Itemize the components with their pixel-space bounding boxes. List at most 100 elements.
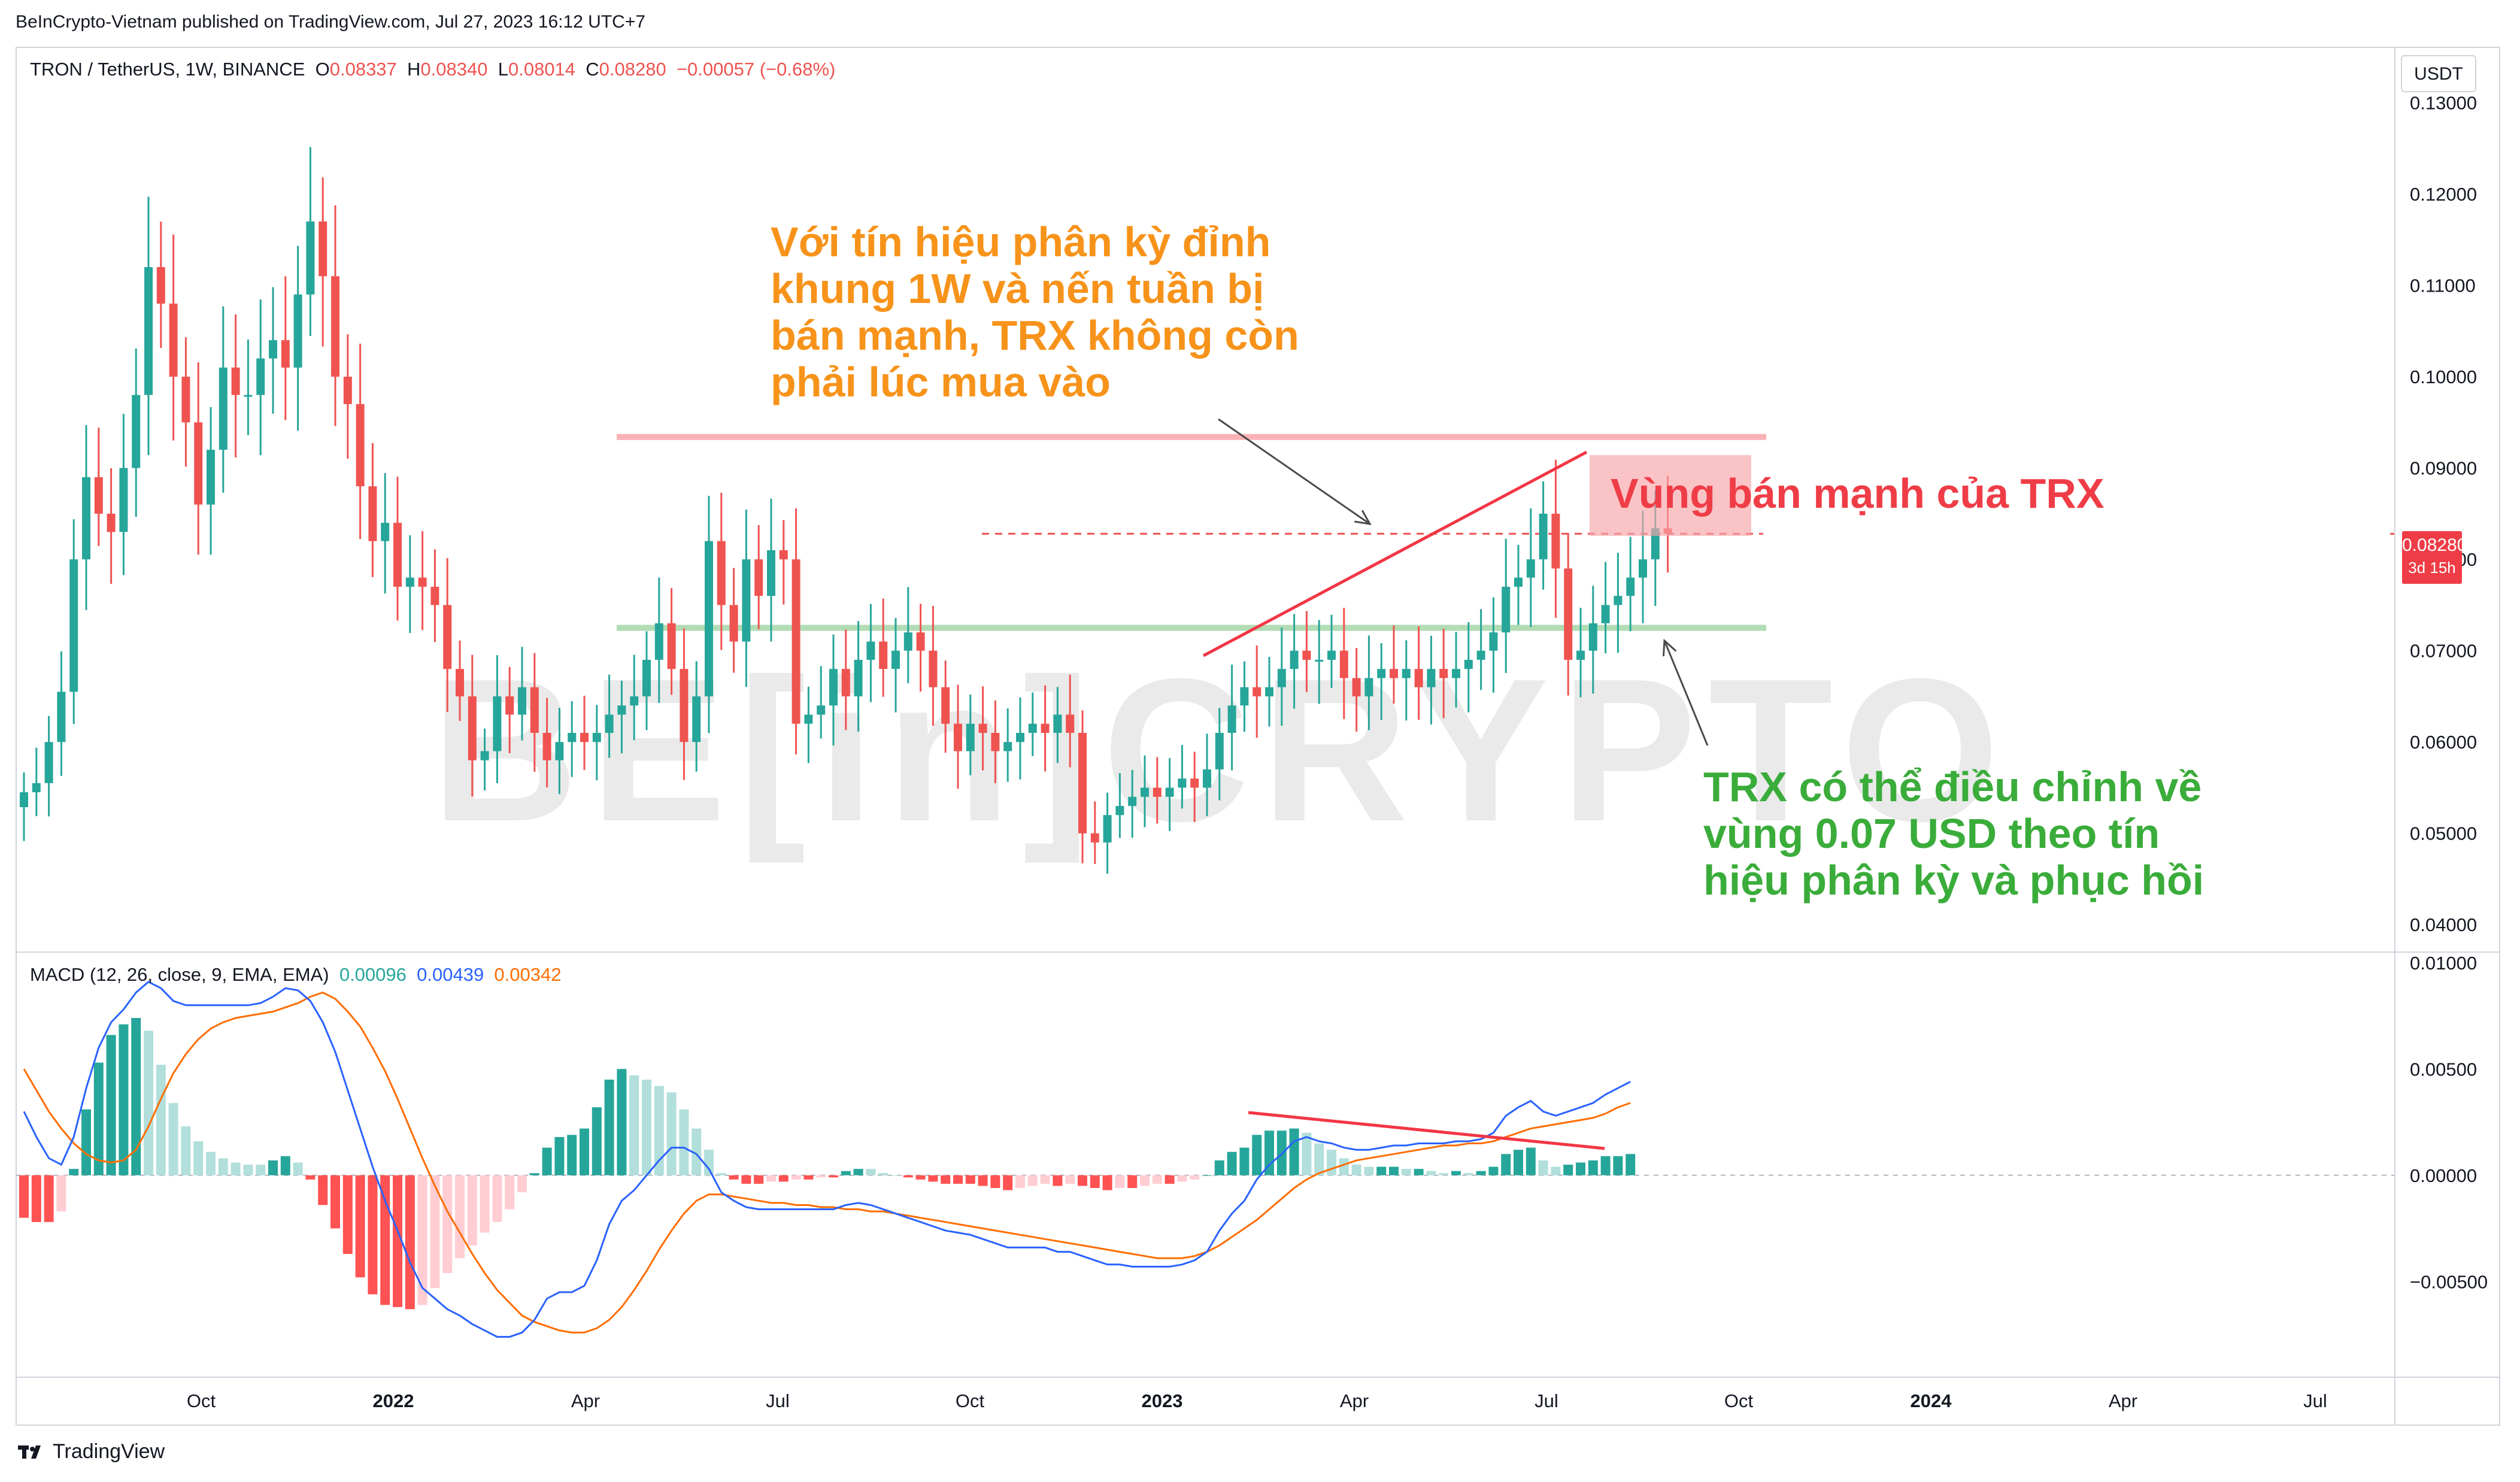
- macd-histogram-bar: [1401, 1169, 1411, 1175]
- macd-histogram-bar: [1488, 1166, 1499, 1175]
- macd-histogram-bar: [467, 1175, 477, 1245]
- currency-button[interactable]: USDT: [2401, 55, 2476, 92]
- candle-body: [1390, 669, 1398, 678]
- candle-body: [1203, 769, 1211, 788]
- candle-body: [306, 221, 315, 295]
- candle-body: [1290, 650, 1299, 669]
- candle-body: [1402, 669, 1411, 678]
- candle-body: [1277, 669, 1286, 687]
- macd-histogram-bar: [1339, 1158, 1349, 1175]
- macd-histogram-bar: [293, 1162, 303, 1175]
- macd-histogram-bar: [1227, 1151, 1237, 1175]
- macd-histogram-bar: [417, 1175, 427, 1305]
- candle-body: [256, 358, 265, 395]
- candle-body: [518, 687, 526, 715]
- macd-histogram-bar: [1252, 1135, 1262, 1175]
- macd-histogram-bar: [193, 1141, 204, 1175]
- candle-body: [156, 267, 165, 304]
- candle-body: [493, 696, 502, 751]
- arrow-to-divergence: [1218, 418, 1370, 525]
- macd-histogram-bar: [803, 1175, 814, 1180]
- symbol-label[interactable]: TRON / TetherUS, 1W, BINANCE: [30, 59, 305, 80]
- close-label: C: [586, 59, 599, 80]
- price-tick-label: 0.06000: [2410, 732, 2477, 753]
- macd-histogram-bar: [1327, 1150, 1336, 1175]
- high-value: 0.08340: [420, 59, 488, 80]
- candle-body: [879, 641, 888, 669]
- candle-body: [592, 732, 601, 742]
- macd-histogram-bar: [990, 1175, 1000, 1189]
- macd-histogram-bar: [380, 1175, 390, 1305]
- candle-body: [642, 659, 651, 696]
- candle-body: [269, 340, 277, 359]
- candle-body: [1016, 732, 1024, 742]
- price-tick-label: 0.13000: [2410, 93, 2477, 114]
- open-value: 0.08337: [329, 59, 397, 80]
- candle-body: [1639, 559, 1647, 578]
- candle-body: [1452, 669, 1460, 678]
- macd-histogram-bar: [953, 1175, 963, 1184]
- macd-histogram-bar: [1302, 1132, 1312, 1175]
- candle-body: [792, 559, 800, 724]
- candle-body: [94, 477, 103, 514]
- candle-body: [568, 732, 577, 742]
- macd-signal-line: [23, 991, 1631, 1334]
- candle-body: [767, 550, 775, 596]
- macd-tick-label: 0.01000: [2410, 953, 2477, 974]
- macd-histogram-bar: [866, 1169, 876, 1175]
- candle-body: [1439, 669, 1448, 678]
- candle-body: [804, 714, 813, 724]
- candle-body: [443, 605, 452, 669]
- candle-body: [393, 523, 402, 587]
- macd-histogram-bar: [928, 1175, 938, 1182]
- candle-body: [717, 541, 726, 605]
- candle-body: [169, 304, 178, 377]
- candle-body: [1190, 778, 1199, 788]
- macd-histogram-bar: [1376, 1166, 1387, 1175]
- candle-body: [468, 696, 477, 760]
- macd-histogram-bar: [280, 1156, 290, 1175]
- macd-histogram-bar: [31, 1175, 41, 1222]
- chart-frame: [16, 47, 2500, 1426]
- macd-histogram-bar: [268, 1160, 278, 1175]
- last-price-badge: 0.08280 3d 15h: [2402, 531, 2467, 584]
- macd-histogram-bar: [455, 1175, 465, 1259]
- macd-histogram-bar: [168, 1103, 178, 1175]
- price-tick-label: 0.11000: [2410, 275, 2476, 296]
- tradingview-brand[interactable]: TradingView: [18, 1440, 165, 1463]
- macd-histogram-bar: [666, 1092, 677, 1175]
- macd-histogram-bar: [1426, 1171, 1436, 1175]
- candle-body: [841, 669, 850, 696]
- annotation-sell-zone: Vùng bán mạnh của TRX: [1611, 470, 2104, 517]
- macd-label[interactable]: MACD (12, 26, close, 9, EMA, EMA): [30, 964, 329, 985]
- macd-histogram-bar: [529, 1173, 539, 1175]
- candle-body: [293, 294, 302, 368]
- macd-histogram-bar: [1526, 1147, 1536, 1175]
- candle-body: [1377, 669, 1386, 678]
- macd-histogram-bar: [554, 1136, 565, 1175]
- candle-body: [1514, 577, 1523, 587]
- macd-histogram-bar: [1289, 1128, 1299, 1175]
- macd-histogram-bar: [604, 1080, 614, 1175]
- annotation-correction: TRX có thể điều chỉnh về vùng 0.07 USD t…: [1703, 763, 2204, 904]
- annotation-line: phải lúc mua vào: [771, 359, 1111, 405]
- time-tick-label: Apr: [2109, 1390, 2137, 1411]
- candle-body: [1315, 659, 1324, 662]
- arrow-to-support: [1663, 640, 1709, 746]
- macd-histogram-bar: [1576, 1162, 1585, 1175]
- macd-histogram-bar: [778, 1175, 789, 1182]
- macd-histogram-bar: [1239, 1147, 1250, 1175]
- macd-tick-label: 0.00000: [2410, 1165, 2477, 1186]
- candle-body: [194, 422, 203, 505]
- macd-histogram-bar: [1127, 1175, 1138, 1189]
- price-tick-label: 0.10000: [2410, 366, 2477, 387]
- macd-histogram-bar: [965, 1175, 975, 1184]
- macd-histogram-bar: [903, 1175, 913, 1178]
- candle-body: [1526, 559, 1535, 578]
- macd-line-value: 0.00439: [417, 964, 484, 985]
- macd-histogram-bar: [218, 1158, 228, 1175]
- candle-body: [966, 723, 975, 751]
- macd-histogram-bar: [1015, 1175, 1025, 1189]
- macd-histogram-bar: [1078, 1175, 1087, 1186]
